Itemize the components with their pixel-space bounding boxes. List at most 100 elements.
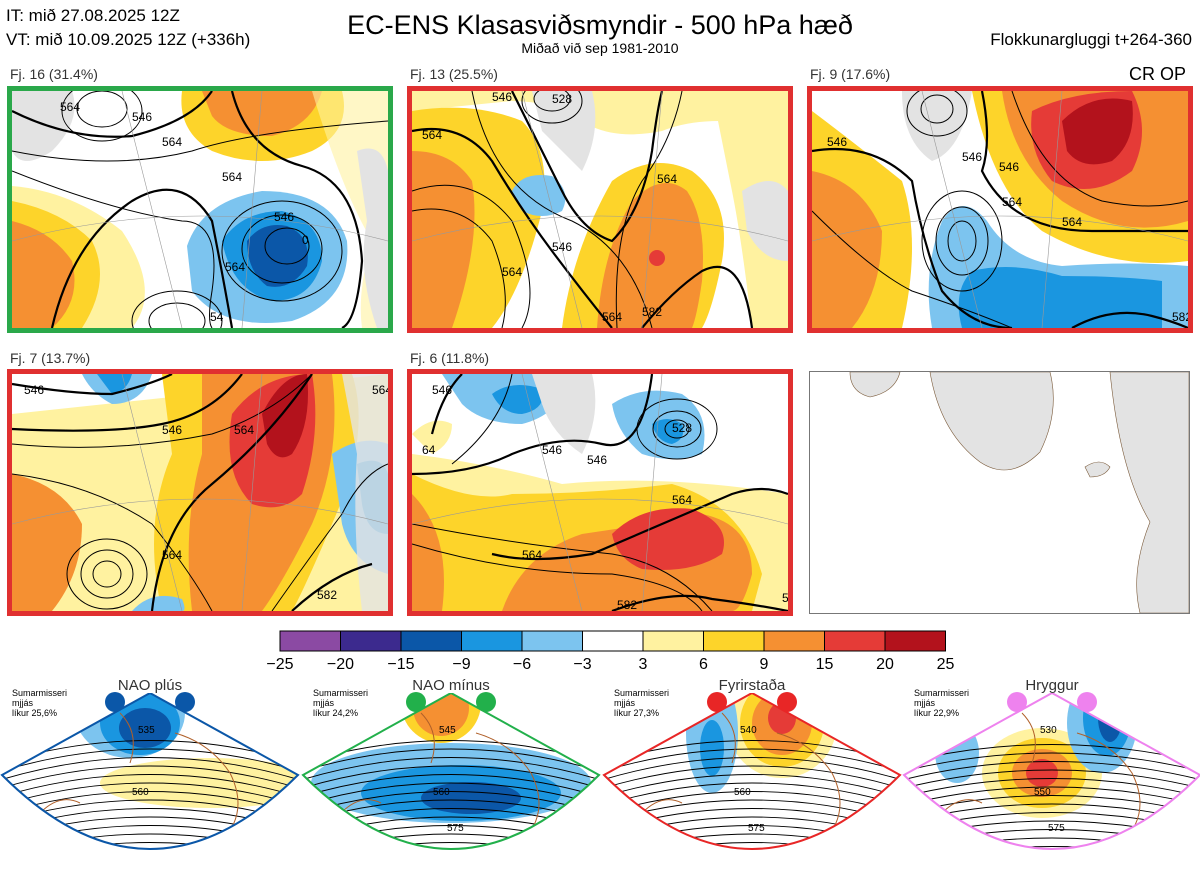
regime-contour-label: 575: [1048, 823, 1065, 834]
colorbar-tick-label: 3: [638, 656, 648, 673]
coastline: [641, 712, 843, 849]
height-contour: [2, 782, 298, 806]
height-contour: [303, 748, 599, 772]
regime-outline: [0, 693, 300, 850]
regime-likelihood: Sumarmisseri mjjás líkur 27,3%: [614, 688, 694, 718]
height-contour: [0, 851, 300, 871]
colorbar-tick-label: −20: [326, 656, 355, 673]
height-contour: [303, 765, 599, 789]
cluster-1-map: 564 564 546 0 564 54 546 564: [7, 86, 393, 333]
anomaly-blob: [119, 708, 171, 748]
coastline: [39, 712, 241, 849]
height-contour: [904, 786, 1200, 806]
height-contour: [2, 842, 298, 849]
height-contour: [902, 855, 1200, 871]
contour-label: 582: [642, 305, 662, 319]
colorbar-cell: [884, 630, 946, 652]
regime-title: NAO mínus: [412, 677, 490, 694]
height-contour: [2, 748, 298, 772]
regime-contour-label: 550: [1034, 787, 1051, 798]
regime-marker: [1007, 692, 1027, 712]
contour-label: 564: [60, 100, 80, 114]
height-contour: [904, 778, 1200, 798]
contour-label: 564: [372, 383, 388, 397]
contour-label: 546: [999, 160, 1019, 174]
height-contour: [904, 752, 1200, 772]
contour-label: 546: [962, 150, 982, 164]
contour-label: 564: [657, 172, 677, 186]
regime-text-line: líkur 24,2%: [313, 708, 359, 718]
height-contour: [602, 851, 902, 871]
height-contour: [904, 795, 1200, 815]
colorbar-tick-label: 20: [876, 656, 894, 673]
colorbar-cell: [400, 630, 462, 652]
contour-label: 546: [132, 110, 152, 124]
regime-text-line: mjjás: [313, 698, 335, 708]
contour-label: 0: [302, 233, 309, 247]
height-contour: [2, 791, 298, 815]
page-subtitle: Miðað við sep 1981-2010: [521, 40, 679, 56]
contour-label: 582: [782, 591, 788, 605]
regime-contour-label: 575: [748, 823, 765, 834]
contour-label: 546: [24, 383, 44, 397]
init-time: IT: mið 27.08.2025 12Z: [6, 6, 180, 25]
cluster-4-title: Fj. 7 (13.7%): [10, 350, 91, 366]
height-contour: [303, 782, 599, 806]
contour-label: 564: [502, 265, 522, 279]
regime-marker: [105, 692, 125, 712]
contour-label: 582: [1172, 310, 1188, 324]
contour-label: 564: [1062, 215, 1082, 229]
classification-window: Flokkunargluggi t+264-360: [990, 30, 1192, 49]
coastline: [340, 712, 542, 849]
regime-marker: [406, 692, 426, 712]
contour-label: 64: [422, 443, 436, 457]
colorbar-cell: [642, 630, 704, 652]
regime-text-line: líkur 22,9%: [914, 708, 960, 718]
contour-label: 528: [552, 92, 572, 106]
colorbar-tick-label: −9: [452, 656, 471, 673]
contour-label: 564: [422, 128, 442, 142]
contour-label: 54: [210, 310, 224, 324]
colorbar-cell: [824, 630, 886, 652]
contour-label: 546: [274, 210, 294, 224]
regime-outline: [301, 693, 601, 850]
contour-label: 546: [492, 91, 512, 104]
cluster-3-map: 546 546 546 564 564 582: [807, 86, 1193, 333]
regime-text-line: mjjás: [614, 698, 636, 708]
regime-marker: [476, 692, 496, 712]
anomaly-blob: [421, 782, 521, 814]
height-contour: [303, 791, 599, 815]
regime-text-line: líkur 25,6%: [12, 708, 58, 718]
contour-label: 528: [672, 421, 692, 435]
cr-op-label: CR OP: [1128, 64, 1186, 84]
cluster-2-title: Fj. 13 (25.5%): [410, 66, 498, 82]
regime-text-line: mjjás: [914, 698, 936, 708]
regime-marker: [175, 692, 195, 712]
cluster-5-map: 546 546 528 546 564 564 582 582 64: [407, 369, 793, 616]
cluster-4-map: 546 546 564 564 582 564: [7, 369, 393, 616]
height-contour: [604, 842, 900, 849]
regime-outline: [602, 693, 902, 850]
regime-likelihood: Sumarmisseri mjjás líkur 24,2%: [313, 688, 393, 718]
regime-map-4: 530 550 575: [902, 693, 1200, 871]
colorbar-tick-label: −15: [387, 656, 415, 673]
regime-title: Fyrirstaða: [718, 677, 786, 694]
regime-map-1: 535 560: [0, 693, 300, 871]
regime-title: Hryggur: [1025, 677, 1079, 694]
cluster-2-map: 546 528 564 546 564 564 582 564: [407, 86, 793, 333]
regime-likelihood: Sumarmisseri mjjás líkur 22,9%: [914, 688, 994, 718]
colorbar-cell: [521, 630, 583, 652]
contour-label: 564: [672, 493, 692, 507]
colorbar-tick-label: 15: [815, 656, 834, 673]
colorbar-cell: [340, 630, 402, 652]
regime-text-line: Sumarmisseri: [914, 688, 970, 698]
contour-label: 564: [602, 310, 622, 324]
contour-label: 546: [827, 135, 847, 149]
regime-contour-label: 540: [740, 725, 757, 736]
height-contour: [604, 782, 900, 806]
regime-likelihood: Sumarmisseri mjjás líkur 25,6%: [12, 688, 92, 718]
contour-label: 564: [225, 260, 245, 274]
height-contour: [604, 774, 900, 798]
height-contour: [2, 757, 298, 781]
contour-label: 546: [162, 423, 182, 437]
